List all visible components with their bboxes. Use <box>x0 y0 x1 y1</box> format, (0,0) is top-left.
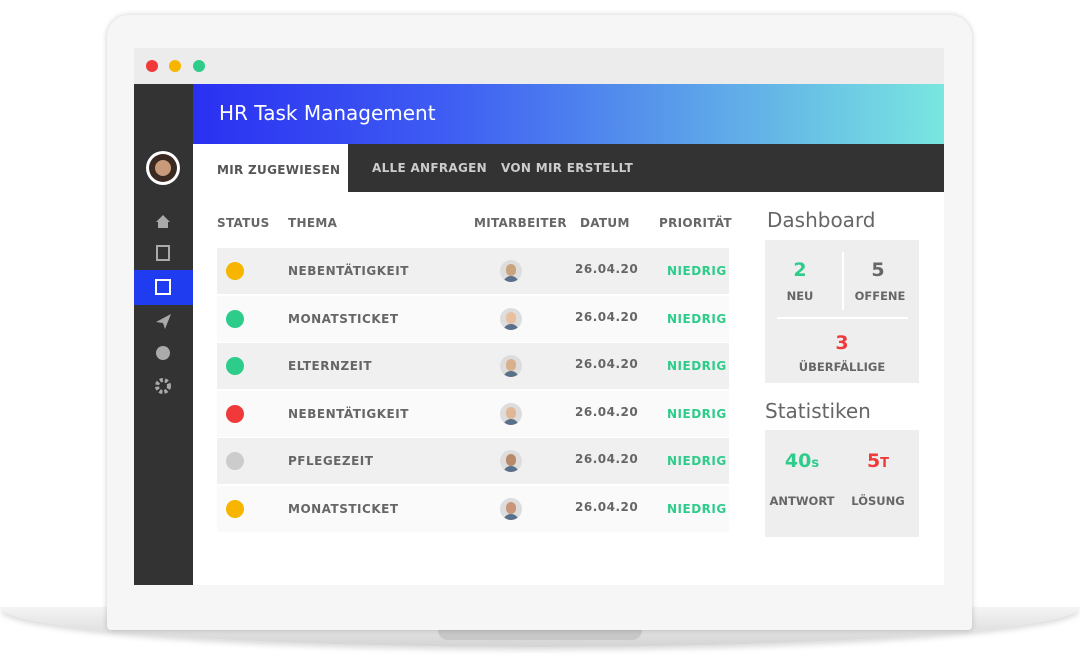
date: 26.04.20 <box>575 357 639 372</box>
active-nav <box>134 270 193 305</box>
statistics-title: Statistiken <box>765 399 871 423</box>
header-title: HR Task Management <box>219 101 436 125</box>
open-count: 5 <box>871 259 885 281</box>
close-dot <box>146 60 158 72</box>
dashboard-title: Dashboard <box>767 208 876 232</box>
priority: NIEDRIG <box>667 502 727 516</box>
solution-value: 5 <box>866 450 881 472</box>
sidebar-icons <box>134 151 193 394</box>
date: 26.04.20 <box>575 500 639 514</box>
tab[interactable]: MIR ZUGEWIESEN <box>217 163 341 177</box>
employee-avatar <box>500 355 522 378</box>
status-dot <box>226 262 244 280</box>
send-icon[interactable] <box>156 314 171 329</box>
priority: NIEDRIG <box>667 406 727 421</box>
response-value: 40 <box>784 450 812 472</box>
status-dot <box>226 500 244 518</box>
employee-avatar <box>500 260 522 282</box>
status-dot <box>226 452 244 471</box>
table-row[interactable] <box>217 343 729 390</box>
solution-time: 5T <box>843 450 913 472</box>
table-row[interactable] <box>217 438 729 485</box>
max-dot <box>193 60 205 72</box>
date: 26.04.20 <box>575 262 639 276</box>
user-avatar-face <box>155 160 171 176</box>
table-row[interactable] <box>217 248 729 294</box>
table-row[interactable] <box>217 390 729 437</box>
status-dot <box>226 404 244 423</box>
date: 26.04.20 <box>575 309 639 324</box>
tab[interactable]: ALLE ANFRAGEN <box>372 161 487 175</box>
new-label: NEU <box>786 289 814 303</box>
table-row[interactable] <box>217 295 729 342</box>
table-row[interactable] <box>217 486 729 532</box>
topic: NEBENTÄTIGKEIT <box>288 406 409 421</box>
employee-avatar <box>500 498 522 520</box>
employee-avatar <box>500 450 522 473</box>
priority: NIEDRIG <box>667 264 727 278</box>
response-label: ANTWORT <box>769 494 835 508</box>
divider <box>842 252 844 310</box>
clipboard-icon[interactable] <box>156 245 170 261</box>
open-label: OFFENE <box>854 289 906 303</box>
header <box>193 84 944 144</box>
employee-avatar <box>500 307 522 330</box>
topic: NEBENTÄTIGKEIT <box>288 264 409 278</box>
column-header: STATUS <box>217 216 270 230</box>
list-icon[interactable] <box>155 279 171 295</box>
home-icon[interactable] <box>156 215 170 228</box>
topic: ELTERNZEIT <box>288 359 373 374</box>
response-unit: s <box>811 456 820 471</box>
overdue-label: ÜBERFÄLLIGE <box>798 360 886 374</box>
date: 26.04.20 <box>575 404 639 419</box>
tab[interactable]: VON MIR ERSTELLT <box>501 161 634 175</box>
column-header: DATUM <box>580 216 630 230</box>
priority: NIEDRIG <box>667 311 727 326</box>
new-count: 2 <box>793 259 807 281</box>
status-dot <box>226 309 244 328</box>
column-header: THEMA <box>288 216 338 230</box>
solution-label: LÖSUNG <box>851 494 905 508</box>
topic: MONATSTICKET <box>288 311 399 326</box>
solution-unit: T <box>880 456 890 471</box>
divider <box>777 317 908 319</box>
chart-icon[interactable] <box>156 346 170 360</box>
laptop-notch <box>438 630 642 640</box>
topic: PFLEGEZEIT <box>288 454 374 469</box>
response-time: 40s <box>765 450 839 472</box>
overdue-count: 3 <box>835 332 849 354</box>
status-dot <box>226 357 244 376</box>
column-header: MITARBEITER <box>474 216 567 230</box>
settings-icon[interactable] <box>155 378 171 394</box>
topic: MONATSTICKET <box>288 502 399 516</box>
statistics-box <box>765 430 919 537</box>
date: 26.04.20 <box>575 452 639 467</box>
active-tab <box>193 144 348 192</box>
min-dot <box>169 60 181 72</box>
employee-avatar <box>500 402 522 425</box>
priority: NIEDRIG <box>667 359 727 374</box>
column-header: PRIORITÄT <box>659 216 732 230</box>
window-bar <box>134 48 944 84</box>
priority: NIEDRIG <box>667 454 727 469</box>
